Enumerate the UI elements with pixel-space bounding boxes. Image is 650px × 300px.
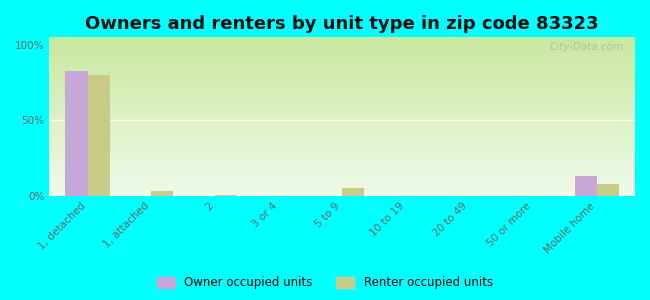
Bar bbox=[597, 184, 619, 196]
Bar bbox=[575, 176, 597, 196]
Bar bbox=[65, 70, 88, 196]
Bar bbox=[342, 188, 365, 196]
Legend: Owner occupied units, Renter occupied units: Owner occupied units, Renter occupied un… bbox=[153, 272, 497, 294]
Text: City-Data.com: City-Data.com bbox=[549, 42, 623, 52]
Bar bbox=[215, 195, 237, 196]
Bar bbox=[151, 191, 174, 196]
Title: Owners and renters by unit type in zip code 83323: Owners and renters by unit type in zip c… bbox=[85, 15, 599, 33]
Bar bbox=[88, 75, 110, 196]
